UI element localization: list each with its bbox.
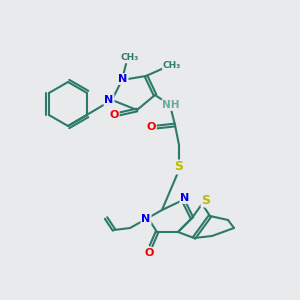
Text: S: S [175,160,184,173]
Text: O: O [146,122,156,132]
Text: N: N [104,95,114,105]
Text: N: N [180,193,190,203]
Text: O: O [109,110,119,120]
Text: NH: NH [162,100,180,110]
Text: CH₃: CH₃ [121,52,139,62]
Text: S: S [202,194,211,206]
Text: N: N [141,214,151,224]
Text: O: O [144,248,154,258]
Text: CH₃: CH₃ [163,61,181,70]
Text: N: N [118,74,127,84]
